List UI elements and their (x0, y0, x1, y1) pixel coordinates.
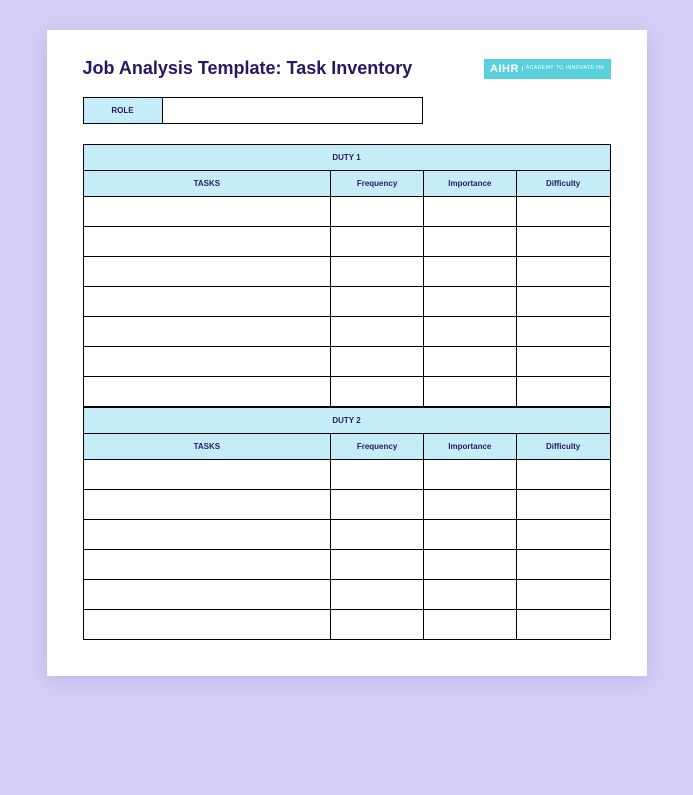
table-cell[interactable] (83, 490, 331, 520)
table-cell[interactable] (331, 610, 424, 640)
table-row (83, 490, 610, 520)
table-row (83, 317, 610, 347)
logo-text: AIHR (490, 63, 519, 75)
table-cell[interactable] (516, 490, 610, 520)
table-cell[interactable] (331, 490, 424, 520)
table-cell[interactable] (423, 287, 516, 317)
role-label: ROLE (83, 97, 163, 124)
table-cell[interactable] (83, 377, 331, 407)
column-header: Difficulty (516, 434, 610, 460)
column-header: Difficulty (516, 171, 610, 197)
table-cell[interactable] (83, 550, 331, 580)
column-header: Frequency (331, 434, 424, 460)
table-cell[interactable] (516, 227, 610, 257)
table-cell[interactable] (83, 520, 331, 550)
table-cell[interactable] (331, 257, 424, 287)
table-cell[interactable] (423, 377, 516, 407)
table-cell[interactable] (423, 520, 516, 550)
table-cell[interactable] (516, 347, 610, 377)
table-cell[interactable] (516, 287, 610, 317)
table-row (83, 257, 610, 287)
table-cell[interactable] (516, 580, 610, 610)
table-cell[interactable] (516, 550, 610, 580)
table-cell[interactable] (516, 197, 610, 227)
table-cell[interactable] (331, 317, 424, 347)
table-cell[interactable] (423, 610, 516, 640)
table-row (83, 197, 610, 227)
table-cell[interactable] (83, 227, 331, 257)
table-cell[interactable] (423, 490, 516, 520)
table-cell[interactable] (83, 287, 331, 317)
table-cell[interactable] (423, 257, 516, 287)
table-cell[interactable] (423, 197, 516, 227)
table-row (83, 377, 610, 407)
table-row (83, 347, 610, 377)
table-cell[interactable] (331, 377, 424, 407)
table-cell[interactable] (516, 610, 610, 640)
table-cell[interactable] (331, 550, 424, 580)
table-cell[interactable] (83, 317, 331, 347)
table-cell[interactable] (516, 317, 610, 347)
table-cell[interactable] (83, 610, 331, 640)
table-row (83, 460, 610, 490)
document-page: Job Analysis Template: Task Inventory AI… (47, 30, 647, 676)
table-cell[interactable] (83, 347, 331, 377)
table-row (83, 227, 610, 257)
duty-table: DUTY 1TASKSFrequencyImportanceDifficulty (83, 144, 611, 407)
logo-badge: AIHR ACADEMY TO INNOVATE HR (484, 59, 611, 79)
table-cell[interactable] (516, 377, 610, 407)
table-cell[interactable] (423, 460, 516, 490)
table-cell[interactable] (423, 347, 516, 377)
duty-table: DUTY 2TASKSFrequencyImportanceDifficulty (83, 407, 611, 640)
column-header: Importance (423, 171, 516, 197)
table-cell[interactable] (423, 580, 516, 610)
table-row (83, 610, 610, 640)
column-header: Frequency (331, 171, 424, 197)
table-cell[interactable] (516, 520, 610, 550)
table-cell[interactable] (83, 197, 331, 227)
table-row (83, 520, 610, 550)
table-cell[interactable] (331, 227, 424, 257)
column-header: TASKS (83, 171, 331, 197)
table-cell[interactable] (331, 197, 424, 227)
header-row: Job Analysis Template: Task Inventory AI… (83, 58, 611, 79)
table-row (83, 550, 610, 580)
table-cell[interactable] (331, 520, 424, 550)
table-cell[interactable] (423, 550, 516, 580)
logo-subtext: ACADEMY TO INNOVATE HR (522, 66, 605, 72)
duty-header: DUTY 1 (83, 145, 610, 171)
table-row (83, 580, 610, 610)
table-cell[interactable] (83, 580, 331, 610)
table-cell[interactable] (331, 287, 424, 317)
table-row (83, 287, 610, 317)
column-header: Importance (423, 434, 516, 460)
table-cell[interactable] (83, 257, 331, 287)
table-cell[interactable] (83, 460, 331, 490)
table-cell[interactable] (516, 460, 610, 490)
table-cell[interactable] (331, 580, 424, 610)
table-cell[interactable] (423, 227, 516, 257)
page-title: Job Analysis Template: Task Inventory (83, 58, 413, 79)
table-cell[interactable] (331, 460, 424, 490)
table-cell[interactable] (331, 347, 424, 377)
duties-container: DUTY 1TASKSFrequencyImportanceDifficulty… (83, 144, 611, 640)
column-header: TASKS (83, 434, 331, 460)
table-cell[interactable] (423, 317, 516, 347)
table-cell[interactable] (516, 257, 610, 287)
duty-header: DUTY 2 (83, 408, 610, 434)
role-row: ROLE (83, 97, 423, 124)
role-input[interactable] (163, 97, 423, 124)
